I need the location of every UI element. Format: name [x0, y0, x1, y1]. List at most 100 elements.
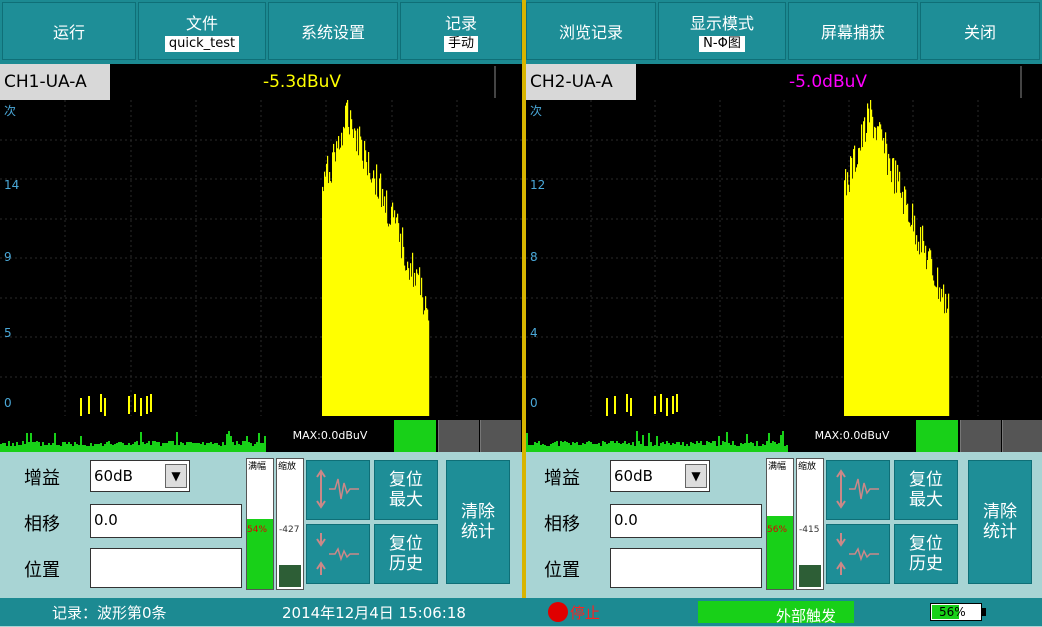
zoom-in-wave-button[interactable] [826, 460, 890, 520]
histogram-bar [886, 143, 888, 416]
phase-bar [692, 443, 694, 452]
channel-header: CH2-UA-A -5.0dBuV [526, 64, 1042, 100]
run-button[interactable]: 运行 [2, 2, 136, 60]
close-button[interactable]: 关闭 [920, 2, 1040, 60]
zoom-in-wave-button[interactable] [306, 460, 370, 520]
phase-bar [146, 443, 148, 452]
meter-fill [247, 518, 273, 589]
zoom-out-wave-button[interactable] [826, 524, 890, 584]
histogram-bar [941, 288, 943, 416]
histogram-bar [396, 217, 398, 416]
histogram-bar [907, 203, 909, 416]
phase-bar [210, 442, 212, 452]
phase-input[interactable]: 0.0 [90, 504, 242, 538]
phase-bar [708, 442, 710, 452]
histogram-bar [377, 196, 379, 416]
clear-stats-button[interactable]: 清除 统计 [968, 460, 1032, 584]
phase-bar [28, 442, 30, 452]
phase-bar [174, 445, 176, 452]
phase-bar [608, 443, 610, 452]
phase-bar [172, 441, 174, 452]
phase-input[interactable]: 0.0 [610, 504, 762, 538]
histogram-bar [626, 394, 628, 412]
histogram-bar [422, 297, 424, 416]
reset-history-button[interactable]: 复位 历史 [894, 524, 958, 584]
histogram-bar [905, 189, 907, 416]
stop-status[interactable]: 停止 [570, 604, 601, 622]
y-tick: 5 [4, 326, 12, 340]
histogram-bar [413, 286, 415, 416]
phase-bar [722, 441, 724, 452]
phase-bar [556, 441, 558, 452]
position-input[interactable] [90, 548, 242, 588]
chevron-down-icon[interactable]: ▼ [685, 464, 707, 488]
display-mode-button[interactable]: 显示模式 N-Φ图 [658, 2, 786, 60]
record-button[interactable]: 记录 手动 [400, 2, 522, 60]
position-input[interactable] [610, 548, 762, 588]
histogram-bar [334, 152, 336, 416]
histogram-bar [402, 227, 404, 416]
phase-bar [58, 445, 60, 452]
phase-bar [672, 443, 674, 452]
phase-bar [616, 441, 618, 452]
histogram-bar [375, 194, 377, 416]
histogram-bar [921, 252, 923, 416]
screen-capture-button[interactable]: 屏幕捕获 [788, 2, 918, 60]
phase-label: 相移 [24, 514, 60, 535]
phase-bar [62, 442, 64, 452]
file-button[interactable]: 文件 quick_test [138, 2, 266, 60]
expand-wave-icon [316, 469, 359, 509]
histogram-bar [333, 143, 335, 416]
phase-bar [112, 445, 114, 452]
histogram-bar [875, 127, 877, 416]
phase-bar [206, 443, 208, 452]
phase-bar [686, 444, 688, 452]
histogram-bar [901, 197, 903, 416]
zoom-out-wave-button[interactable] [306, 524, 370, 584]
phase-bar [568, 443, 570, 452]
histogram-bar [869, 122, 871, 416]
phase-bar [772, 441, 774, 452]
phase-bar [662, 442, 664, 452]
histogram-bar [332, 152, 334, 416]
phase-bar [558, 446, 560, 452]
gain-select[interactable]: 60dB ▼ [90, 460, 190, 492]
phase-bar [762, 444, 764, 452]
phase-bar [536, 443, 538, 452]
channel-2-panel: CH2-UA-A -5.0dBuV 次 12 8 4 0 MAX:0.0dBuV… [526, 64, 1042, 598]
histogram-bar [936, 287, 938, 416]
meter-percent: 54% [247, 525, 268, 535]
phase-bar [724, 442, 726, 452]
max-readout: MAX:0.0dBuV [266, 420, 394, 452]
phase-bar [114, 444, 116, 452]
clear-stats-button[interactable]: 清除 统计 [446, 460, 510, 584]
reset-max-button[interactable]: 复位 最大 [894, 460, 958, 520]
histogram-bar [933, 280, 935, 416]
histogram-bar [900, 192, 902, 416]
phase-bar [540, 445, 542, 452]
histogram-bar [361, 139, 363, 416]
reset-history-button[interactable]: 复位 历史 [374, 524, 438, 584]
phase-bar [0, 444, 2, 452]
histogram-bar [146, 396, 148, 414]
phase-bar [152, 441, 154, 452]
phase-bar [710, 443, 712, 452]
browse-records-button[interactable]: 浏览记录 [526, 2, 656, 60]
histogram-bar [364, 140, 366, 416]
phase-bar [122, 443, 124, 452]
trigger-mode[interactable]: 外部触发 [698, 601, 854, 625]
phase-bar [104, 444, 106, 452]
histogram-bar [888, 153, 890, 416]
histogram-bar [385, 212, 387, 416]
histogram-bar [344, 128, 346, 416]
phase-bar [36, 441, 38, 452]
phase-bar [208, 443, 210, 452]
gain-select[interactable]: 60dB ▼ [610, 460, 710, 492]
full-scale-meter: 满幅 56% [766, 458, 794, 590]
reset-max-button[interactable]: 复位 最大 [374, 460, 438, 520]
histogram-bar [341, 132, 343, 416]
chevron-down-icon[interactable]: ▼ [165, 464, 187, 488]
phase-bar [666, 441, 668, 452]
settings-button[interactable]: 系统设置 [268, 2, 398, 60]
plot-svg [0, 100, 522, 416]
